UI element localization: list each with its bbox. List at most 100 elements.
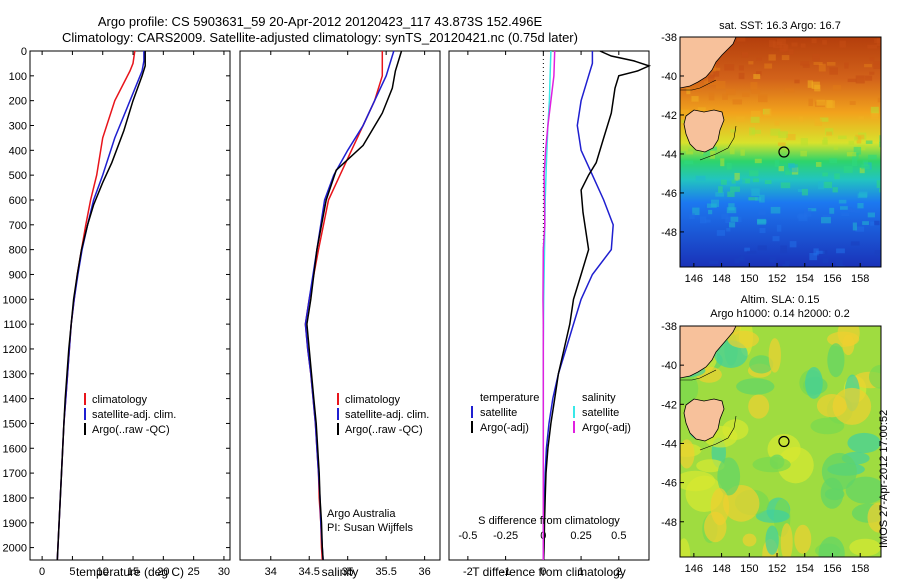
sst-speckle xyxy=(798,213,808,222)
legend-label-satellite: satellite-adj. clim. xyxy=(92,409,176,421)
sst-speckle xyxy=(770,128,781,136)
sst-speckle xyxy=(821,217,831,224)
sst-speckle xyxy=(778,165,785,172)
sst-speckle xyxy=(839,40,846,48)
x-tick-label: 2 xyxy=(616,566,622,578)
sst-speckle xyxy=(768,40,776,48)
sst-speckle xyxy=(692,207,700,216)
sst-speckle xyxy=(708,209,713,215)
series-line-0 xyxy=(542,51,614,561)
sst-speckle xyxy=(823,137,828,145)
sla-eddy xyxy=(820,477,844,509)
sst-speckle xyxy=(720,158,725,167)
legend-label-argo: Argo(..raw -QC) xyxy=(345,424,423,436)
sst-speckle xyxy=(749,170,759,177)
depth-tick-label: 0 xyxy=(21,46,27,58)
x-tick-label: 20 xyxy=(157,566,169,578)
sst-speckle xyxy=(757,245,767,251)
sst-speckle xyxy=(879,135,881,143)
sla-eddy xyxy=(680,470,716,492)
sst-speckle xyxy=(825,99,833,108)
sst-speckle xyxy=(829,67,838,75)
sst-speckle xyxy=(841,212,850,217)
sst-speckle xyxy=(816,250,825,254)
sst-speckle xyxy=(822,40,827,45)
sst-speckle xyxy=(822,172,828,177)
legend-label-climatology: climatology xyxy=(345,394,401,406)
sst-speckle xyxy=(753,74,761,79)
sla-eddy xyxy=(765,525,779,555)
sst-speckle xyxy=(824,128,834,135)
sst-speckle xyxy=(858,116,865,120)
sst-speckle xyxy=(822,214,831,219)
sst-speckle xyxy=(852,158,858,167)
temperature-legend: climatology satellite-adj. clim. Argo(..… xyxy=(84,393,176,436)
bathymetry-contour xyxy=(680,79,737,161)
depth-tick-label: 1300 xyxy=(3,369,27,381)
sla-map-title: Altim. SLA: 0.15 xyxy=(741,294,820,306)
sst-speckle xyxy=(788,49,794,55)
difference-panel: -2 -1 0 1 2-0.5 -0.25 0 0.25 0.5 S difference fr… xyxy=(448,50,652,579)
x-tick-label: 5 xyxy=(69,566,75,578)
latitude-tick-label: -46 xyxy=(661,188,677,200)
depth-tick-label: 1200 xyxy=(3,344,27,356)
x-tick-label: 34 xyxy=(265,566,277,578)
legend-title-temperature: temperature xyxy=(480,392,539,404)
x-tick-label: 36 xyxy=(418,566,430,578)
temperature-tick-labels: 0 5 10 15 20 25 30 xyxy=(39,51,230,578)
sst-speckle xyxy=(791,42,798,47)
salinity-series xyxy=(304,50,403,561)
sst-speckle xyxy=(732,99,743,105)
sst-speckle xyxy=(859,167,865,174)
sst-speckle xyxy=(789,164,798,173)
sst-speckle xyxy=(713,71,720,77)
sst-speckle xyxy=(844,62,849,69)
sst-speckle xyxy=(853,146,862,155)
sla-map-panel: Altim. SLA: 0.15 Argo h1000: 0.14 h2000:… xyxy=(661,294,882,575)
depth-tick-label: 200 xyxy=(9,96,27,108)
sst-speckle xyxy=(852,222,857,231)
latitude-tick-label: -38 xyxy=(661,32,677,44)
sst-speckle xyxy=(832,187,838,193)
sst-speckle xyxy=(758,209,766,215)
sst-speckle xyxy=(772,236,780,242)
tasmania xyxy=(683,398,725,442)
x-tick-label: 35 xyxy=(342,566,354,578)
sst-speckle xyxy=(867,212,875,218)
sst-speckle xyxy=(801,188,808,196)
sst-speckle xyxy=(838,135,847,140)
sst-speckle xyxy=(722,93,728,100)
salinity-xlabel: salinity xyxy=(322,565,359,579)
sst-speckle xyxy=(718,186,723,193)
sla-eddy xyxy=(868,364,881,389)
sst-speckle xyxy=(785,260,790,265)
x-tick-label: 35.5 xyxy=(375,566,396,578)
x-tick-label: 1 xyxy=(578,566,584,578)
sst-speckle xyxy=(867,44,878,49)
series-line-1 xyxy=(542,50,652,561)
sst-speckle xyxy=(689,213,695,220)
sst-speckle xyxy=(829,158,838,164)
sst-speckle xyxy=(715,192,725,197)
sla-eddy xyxy=(749,355,774,374)
sla-eddy xyxy=(845,476,881,504)
salinity-legend: climatology satellite-adj. clim. Argo(..… xyxy=(337,393,429,436)
t-difference-label: T difference from climatology xyxy=(472,565,626,579)
sst-speckle xyxy=(768,54,776,61)
sst-speckle xyxy=(880,40,881,47)
sst-speckle xyxy=(812,54,820,61)
difference-axes-frame xyxy=(448,50,650,561)
sst-speckle xyxy=(815,162,822,167)
sst-speckle xyxy=(823,181,833,189)
depth-tick-label: 1800 xyxy=(3,493,27,505)
sst-speckle xyxy=(757,219,767,224)
sst-speckle xyxy=(826,131,833,136)
sst-speckle xyxy=(868,154,877,160)
sst-speckle xyxy=(705,219,711,223)
sla-eddy xyxy=(794,524,812,554)
sst-map-frame xyxy=(679,36,882,268)
latitude-tick-label: -40 xyxy=(661,71,677,83)
longitude-tick-label: 156 xyxy=(823,273,841,285)
sst-speckle xyxy=(835,259,843,267)
sla-eddy xyxy=(752,456,791,473)
